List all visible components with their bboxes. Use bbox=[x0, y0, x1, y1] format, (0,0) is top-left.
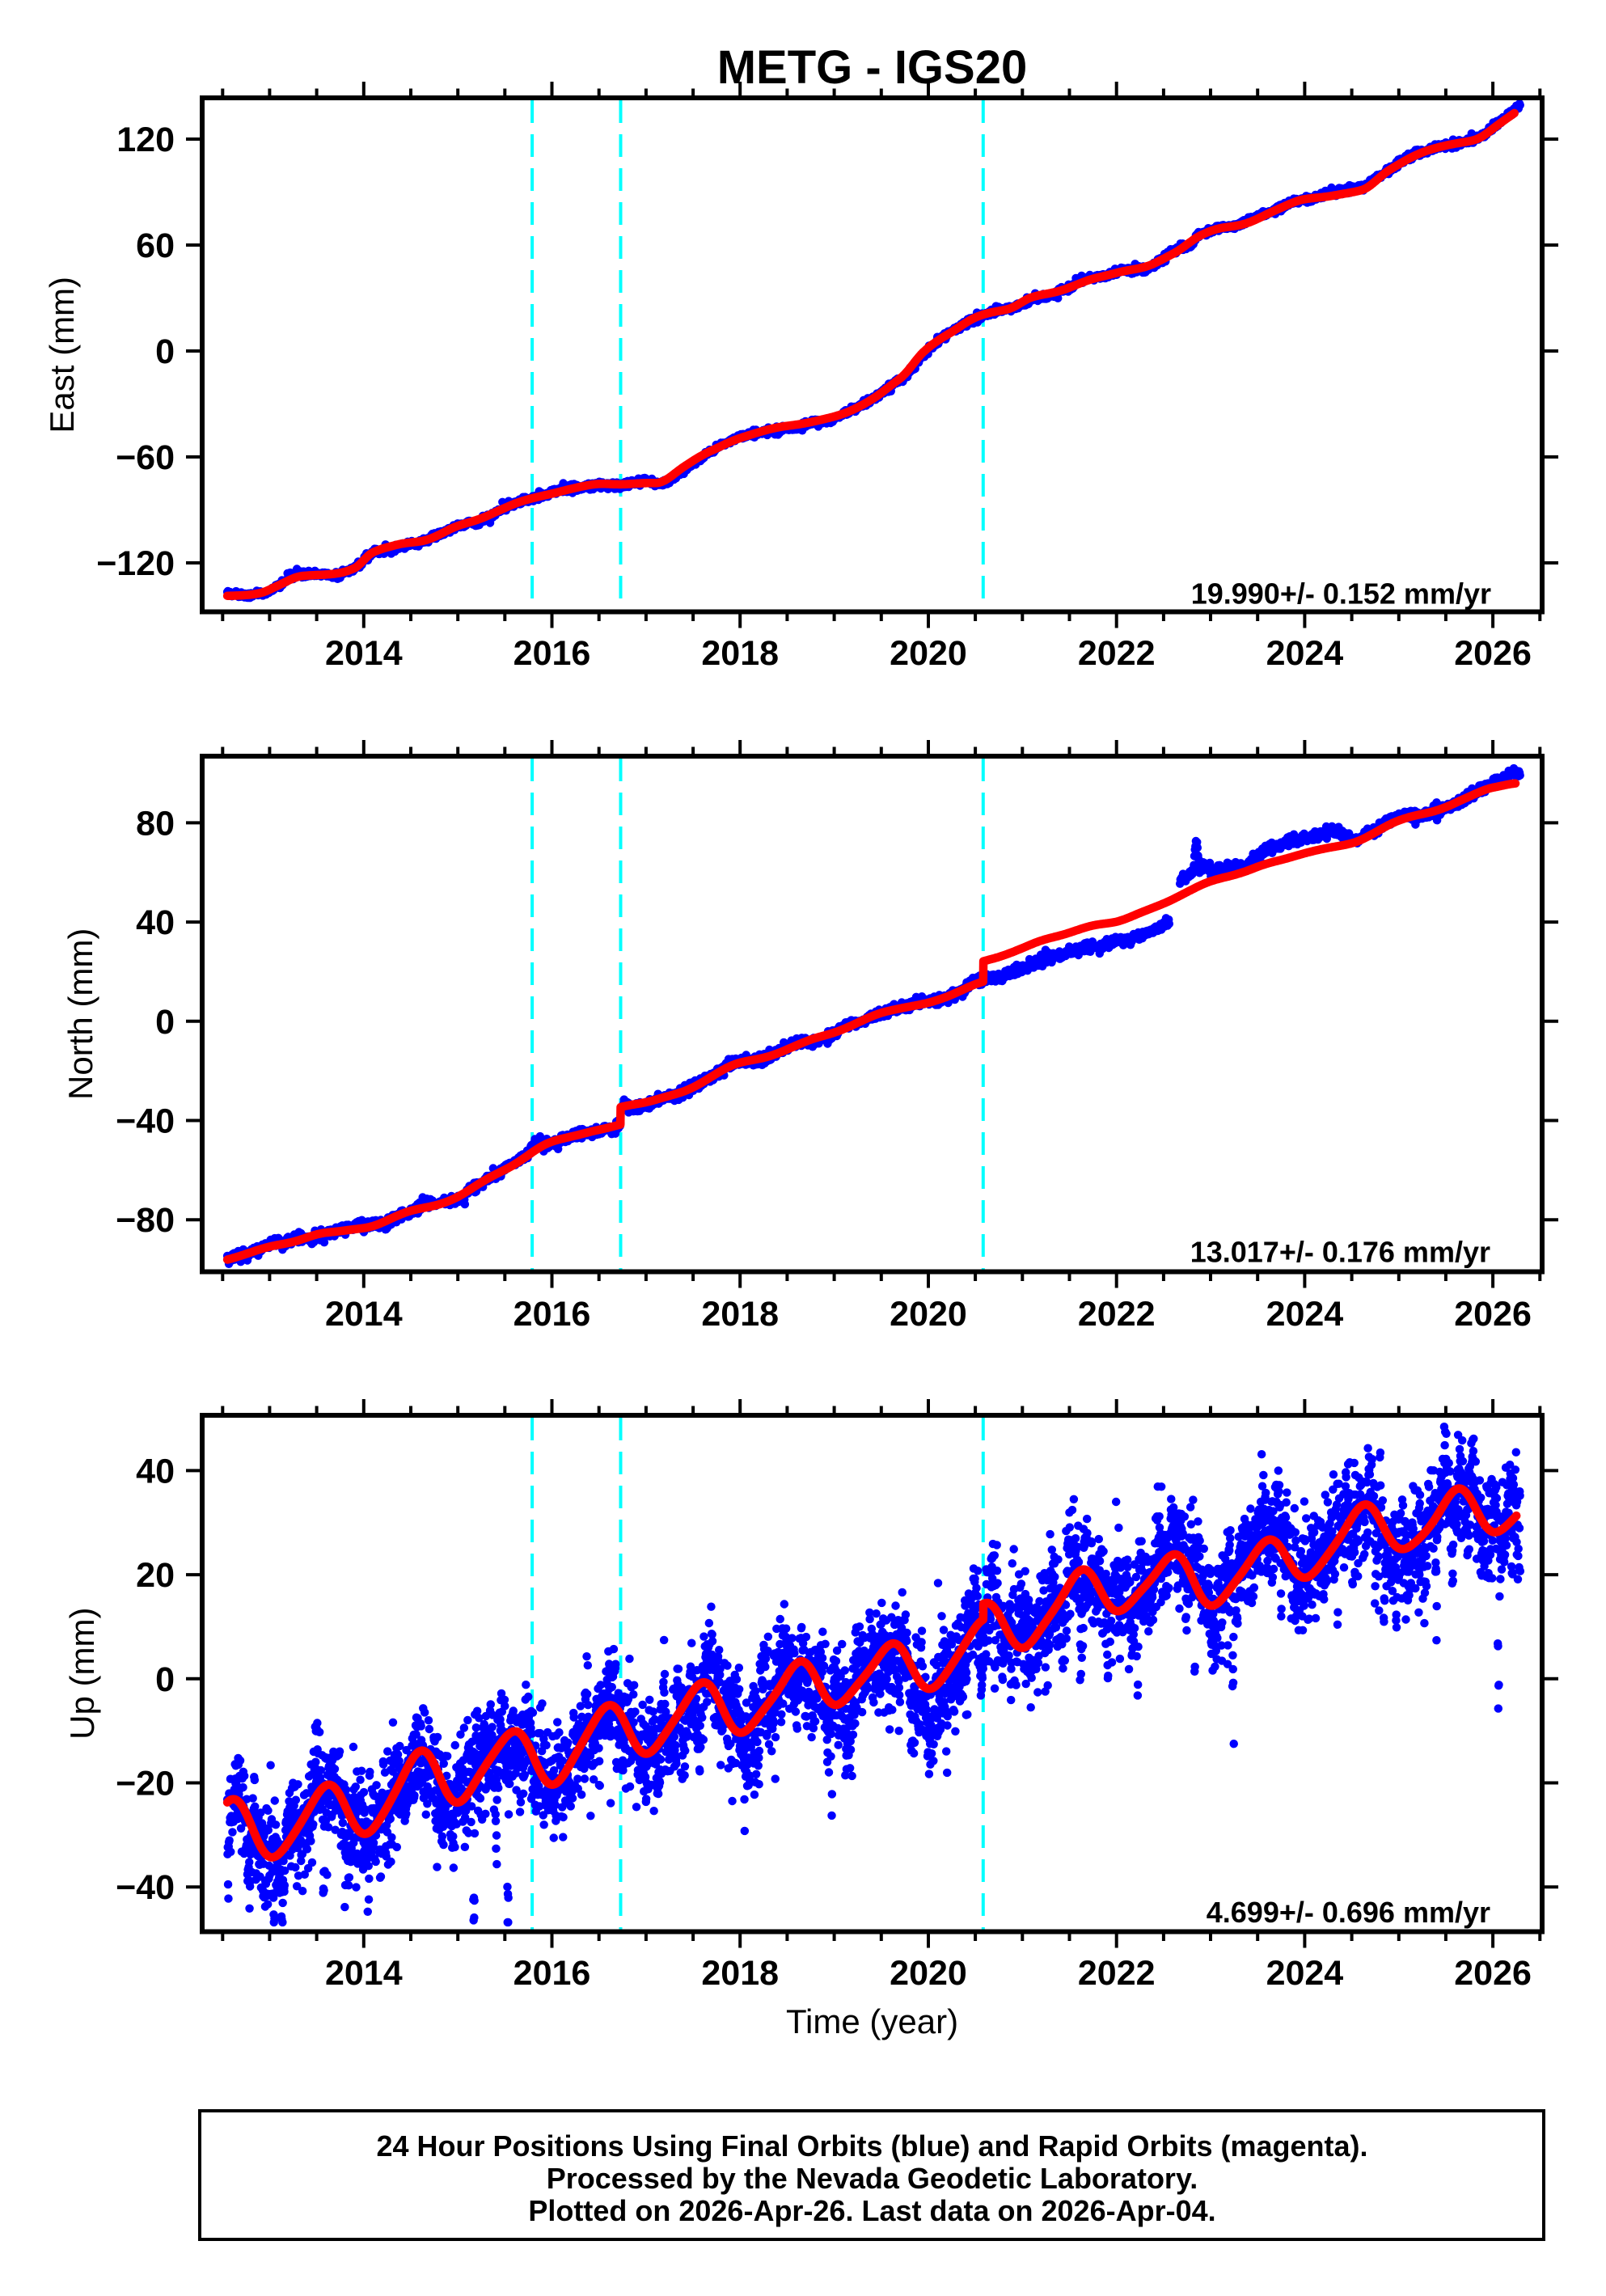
svg-text:2014: 2014 bbox=[325, 1295, 403, 1334]
svg-text:2024: 2024 bbox=[1266, 634, 1344, 673]
svg-text:2022: 2022 bbox=[1078, 1295, 1156, 1334]
svg-text:METG - IGS20: METG - IGS20 bbox=[717, 41, 1028, 94]
svg-text:2026: 2026 bbox=[1454, 634, 1532, 673]
svg-text:2026: 2026 bbox=[1454, 1295, 1532, 1334]
svg-text:2022: 2022 bbox=[1078, 1954, 1156, 1993]
svg-text:40: 40 bbox=[136, 1452, 175, 1490]
svg-text:−40: −40 bbox=[116, 1868, 175, 1907]
svg-text:60: 60 bbox=[136, 226, 175, 265]
svg-text:2024: 2024 bbox=[1266, 1954, 1344, 1993]
svg-text:−80: −80 bbox=[116, 1201, 175, 1240]
svg-text:Plotted on 2026-Apr-26. Last d: Plotted on 2026-Apr-26. Last data on 202… bbox=[528, 2194, 1215, 2227]
svg-text:40: 40 bbox=[136, 903, 175, 942]
svg-text:2024: 2024 bbox=[1266, 1295, 1344, 1334]
svg-text:−40: −40 bbox=[116, 1102, 175, 1141]
svg-text:4.699+/- 0.696 mm/yr: 4.699+/- 0.696 mm/yr bbox=[1207, 1896, 1490, 1929]
svg-text:0: 0 bbox=[155, 1003, 175, 1042]
svg-text:2018: 2018 bbox=[701, 634, 779, 673]
svg-text:−20: −20 bbox=[116, 1765, 175, 1803]
svg-text:Time (year): Time (year) bbox=[786, 2002, 958, 2040]
svg-text:2026: 2026 bbox=[1454, 1954, 1532, 1993]
svg-text:2016: 2016 bbox=[513, 1954, 591, 1993]
svg-text:0: 0 bbox=[155, 1660, 175, 1699]
svg-text:20: 20 bbox=[136, 1556, 175, 1595]
svg-text:North (mm): North (mm) bbox=[61, 928, 99, 1100]
svg-text:−60: −60 bbox=[116, 438, 175, 477]
svg-text:2022: 2022 bbox=[1078, 634, 1156, 673]
svg-text:Up (mm): Up (mm) bbox=[63, 1608, 101, 1740]
svg-text:2016: 2016 bbox=[513, 634, 591, 673]
svg-text:120: 120 bbox=[116, 121, 175, 159]
svg-text:2018: 2018 bbox=[701, 1295, 779, 1334]
svg-text:2016: 2016 bbox=[513, 1295, 591, 1334]
svg-text:2020: 2020 bbox=[890, 1954, 967, 1993]
svg-text:24 Hour Positions Using Final: 24 Hour Positions Using Final Orbits (bl… bbox=[376, 2129, 1367, 2163]
svg-text:−120: −120 bbox=[96, 544, 175, 583]
svg-text:2014: 2014 bbox=[325, 1954, 403, 1993]
svg-text:2020: 2020 bbox=[890, 634, 967, 673]
svg-text:0: 0 bbox=[155, 332, 175, 371]
svg-text:2014: 2014 bbox=[325, 634, 403, 673]
svg-text:2020: 2020 bbox=[890, 1295, 967, 1334]
svg-text:2018: 2018 bbox=[701, 1954, 779, 1993]
svg-text:80: 80 bbox=[136, 804, 175, 843]
svg-text:13.017+/- 0.176 mm/yr: 13.017+/- 0.176 mm/yr bbox=[1190, 1236, 1490, 1269]
svg-text:19.990+/- 0.152 mm/yr: 19.990+/- 0.152 mm/yr bbox=[1191, 577, 1491, 610]
svg-text:East (mm): East (mm) bbox=[43, 277, 81, 433]
svg-text:Processed by the Nevada Geodet: Processed by the Nevada Geodetic Laborat… bbox=[547, 2162, 1198, 2195]
